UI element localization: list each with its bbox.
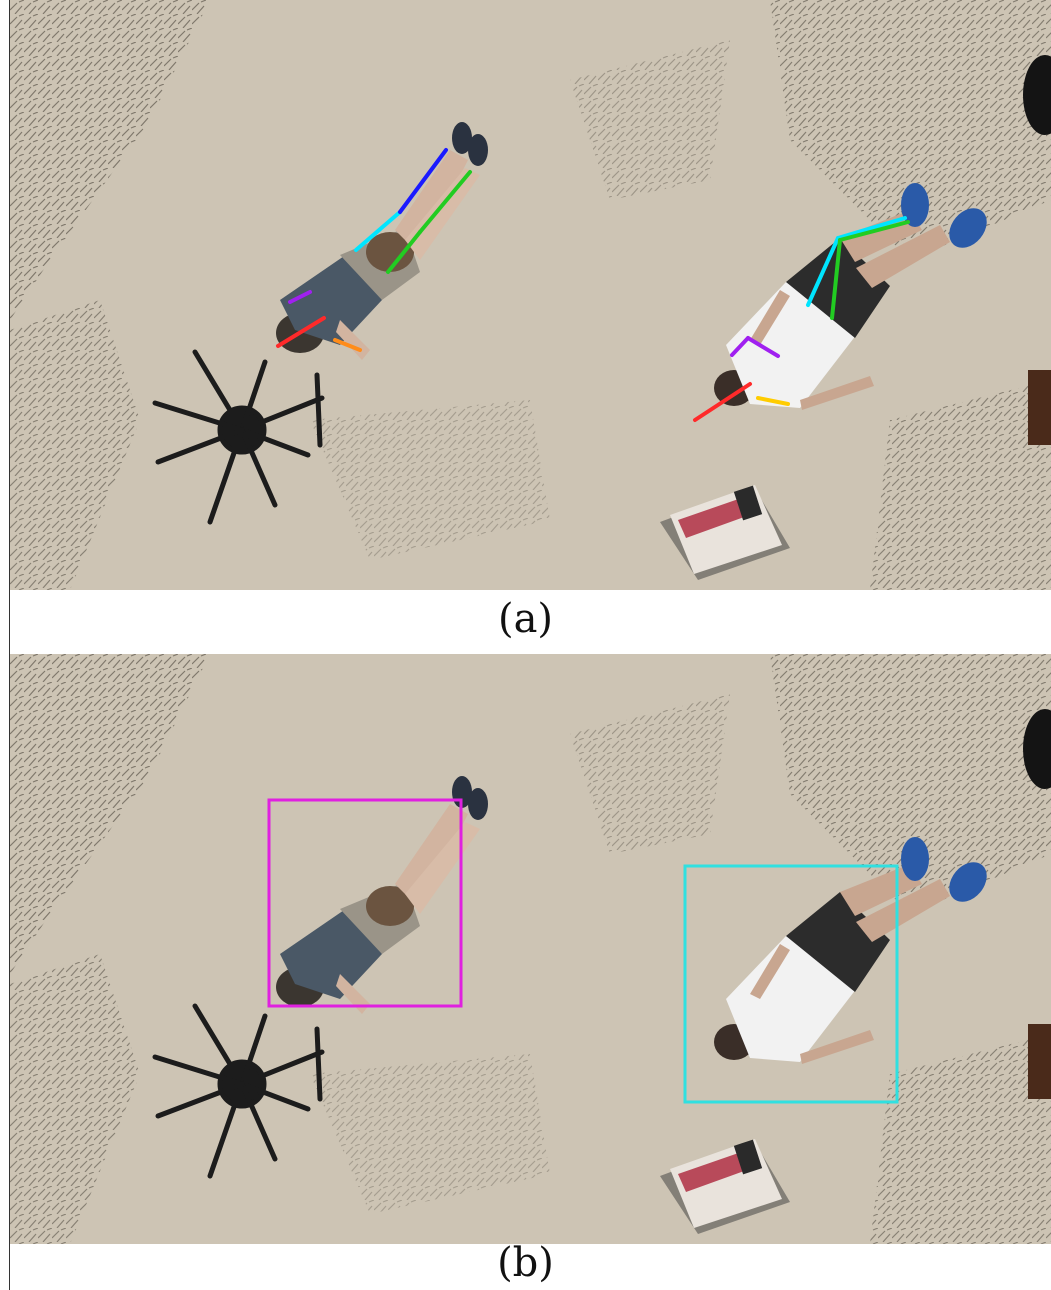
dark-object [1028, 370, 1051, 445]
grass-patch [770, 654, 1051, 914]
dark-object [1023, 55, 1051, 135]
grass-patch [310, 400, 550, 560]
pose-skeleton-right [693, 216, 910, 422]
dark-object [1023, 709, 1051, 789]
grass-patch [870, 1034, 1051, 1244]
caption-b: (b) [497, 1240, 554, 1286]
drone-shadow [152, 349, 325, 525]
caption-a: (a) [497, 596, 554, 642]
aerial-scene-a [10, 0, 1051, 590]
grass-patch [10, 654, 210, 974]
grass-patch [570, 694, 730, 854]
figure-left-rule [9, 0, 10, 1290]
bounding-box-left [267, 798, 463, 1008]
pose-skeleton-left [276, 148, 472, 352]
aerial-scene-b [10, 654, 1051, 1244]
grass-patch [870, 380, 1051, 590]
person-right [714, 183, 987, 410]
grass-patch [570, 40, 730, 200]
bounding-box-right [683, 864, 899, 1104]
person-left [276, 776, 488, 1014]
drone-shadow [152, 1003, 325, 1179]
grass-patch [10, 954, 140, 1244]
cardboard-box [660, 1139, 790, 1234]
grass-patch [10, 300, 140, 590]
dark-object [1028, 1024, 1051, 1099]
grass-patch [770, 0, 1051, 260]
person-right [714, 837, 987, 1064]
panel-b-image [10, 654, 1051, 1244]
cardboard-box [660, 485, 790, 580]
grass-patch [10, 0, 210, 320]
grass-patch [310, 1054, 550, 1214]
panel-a-image [10, 0, 1051, 590]
